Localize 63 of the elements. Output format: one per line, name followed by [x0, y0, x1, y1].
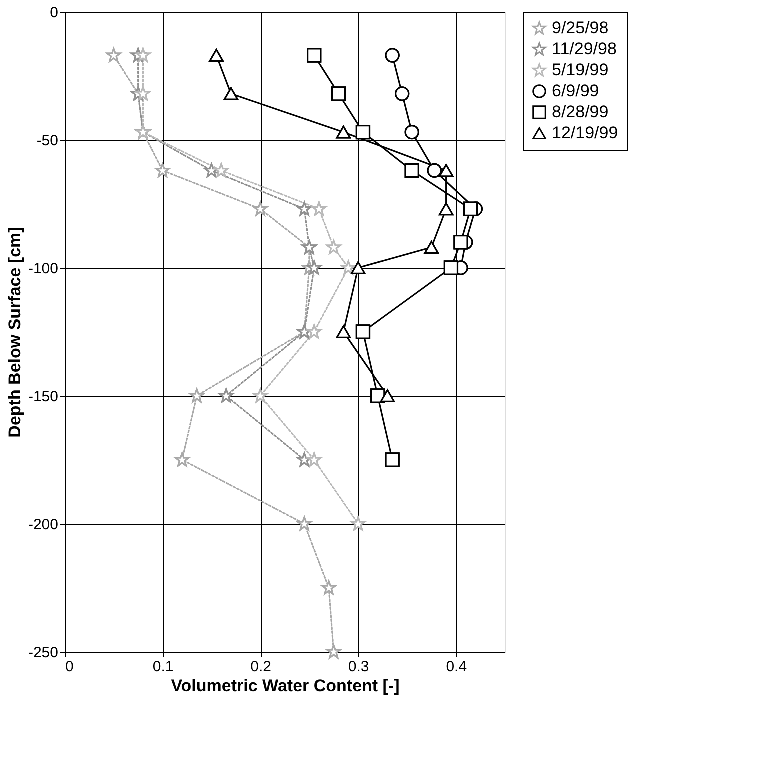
legend-label: 9/25/98 [552, 18, 609, 38]
point [224, 87, 239, 100]
y-tick-label: -200 [28, 516, 58, 534]
point [404, 125, 420, 140]
point [326, 240, 342, 254]
point [463, 202, 478, 216]
legend-label: 6/9/99 [552, 82, 600, 100]
y-tick-label: -150 [28, 388, 58, 406]
point [341, 260, 356, 275]
point [385, 452, 400, 468]
x-axis-title: Volumetric Water Content [-] [171, 676, 400, 696]
point [307, 452, 322, 467]
point [395, 86, 410, 102]
legend-label: 5/19/99 [552, 60, 609, 80]
y-tick-label: 0 [50, 4, 58, 22]
point [253, 202, 268, 216]
x-tick-label: 0.4 [446, 658, 468, 676]
point [214, 163, 229, 178]
point [175, 452, 190, 467]
point [307, 260, 322, 275]
point [312, 202, 327, 216]
point [307, 324, 322, 339]
y-tick-label: -250 [28, 644, 58, 662]
point [136, 48, 151, 62]
point [219, 388, 234, 403]
point [297, 452, 312, 467]
point [336, 326, 351, 338]
point [331, 86, 346, 102]
point [322, 580, 336, 595]
point [424, 241, 439, 254]
point [326, 644, 342, 659]
point [439, 164, 454, 178]
point [385, 48, 400, 63]
point [454, 235, 468, 250]
legend-label: 8/28/99 [552, 102, 609, 122]
point [106, 48, 122, 62]
point [380, 390, 395, 402]
point [136, 86, 151, 101]
point [404, 163, 420, 178]
point [356, 125, 371, 140]
x-tick-label: 0.2 [250, 658, 272, 676]
y-axis-title: Depth Below Surface [cm] [5, 227, 24, 438]
point [427, 163, 442, 178]
point [253, 388, 268, 403]
point [351, 262, 366, 274]
point [209, 49, 224, 62]
point [297, 516, 312, 531]
y-tick-label: -100 [28, 260, 58, 278]
x-tick-label: 0.3 [348, 658, 370, 676]
point [444, 260, 459, 276]
point [439, 202, 454, 216]
point [351, 516, 366, 531]
point [307, 48, 322, 63]
point [336, 126, 351, 139]
legend-label: 11/29/98 [552, 40, 617, 58]
y-tick-label: -50 [36, 132, 58, 150]
point [155, 163, 170, 178]
legend-label: 12/19/99 [552, 124, 618, 142]
x-tick-label: 0.1 [152, 658, 174, 676]
x-tick-label: 0 [66, 658, 74, 676]
point [297, 202, 312, 216]
point [190, 388, 204, 403]
point [356, 324, 371, 340]
